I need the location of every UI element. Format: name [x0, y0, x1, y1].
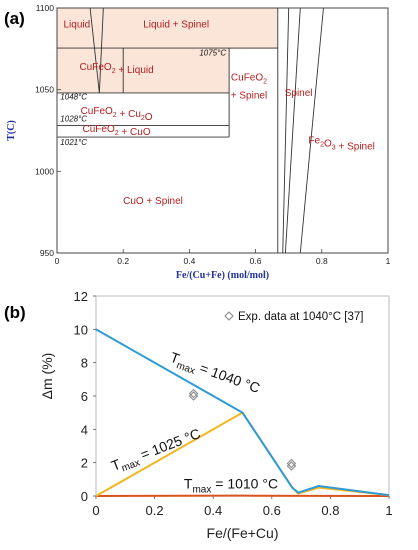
region-label-0: Liquid [64, 20, 91, 31]
legend-marker [224, 311, 234, 321]
phase-boundary-10 [282, 7, 290, 254]
region-label-1: Liquid + Spinel [143, 20, 209, 31]
y-tick-label: 1050 [35, 85, 54, 95]
y-tick-label: 8 [81, 356, 88, 371]
panel-label-a: (a) [4, 9, 25, 28]
cufeo2-liquid-shade [123, 48, 230, 93]
x-axis-title: Fe/(Cu+Fe) (mol/mol) [176, 270, 269, 281]
y-tick-label: 950 [40, 248, 54, 258]
y-tick-label: 4 [81, 422, 88, 437]
series-lines [95, 328, 390, 497]
plot-area-frame [56, 7, 389, 254]
curve-label-1: Tmax = 1025 °C [109, 425, 204, 477]
axis-ticks: 0 0.2 0.4 0.6 0.8 1 950 1000 1050 1100 [35, 3, 391, 266]
region-label-5: CuFeO2 [231, 72, 267, 85]
legend-label: Exp. data at 1040°C [37] [238, 311, 363, 323]
region-label-3: CuFeO2 + Cu2O [81, 106, 153, 123]
curve-label-0: Tmax = 1040 °C [167, 349, 262, 400]
y-tick-label: 2 [81, 456, 88, 471]
phase-boundary-11 [299, 7, 324, 254]
y-tick-label: 10 [74, 322, 88, 337]
y-tick-label: 12 [74, 289, 88, 304]
temperature-label-0: 1075°C [199, 48, 226, 57]
x-tick-label: 0.6 [250, 256, 262, 266]
x-tick-label: 0.2 [146, 503, 164, 518]
y-tick-label: 1000 [35, 166, 54, 176]
x-tick-label: 0.4 [204, 503, 222, 518]
phase-boundary-9 [284, 7, 301, 254]
panel-label-b: (b) [4, 303, 26, 322]
experimental-points [188, 388, 297, 471]
y-axis-title: Δm (%) [39, 353, 55, 400]
y-tick-label: 1100 [36, 3, 55, 13]
phase-region-labels: Liquid Liquid + Spinel CuFeO2 + Liquid CuFe… [64, 20, 375, 207]
boundary-temperature-labels: 1075°C 1048°C 1028°C 1021°C [60, 48, 226, 147]
region-label-6: Spinel [285, 88, 313, 99]
temperature-label-1: 1048°C [60, 92, 87, 101]
x-tick-label: 0 [55, 256, 60, 266]
x-tick-label: 1 [386, 256, 391, 266]
y-axis-title: T(C) [6, 120, 17, 141]
y-tick-label: 6 [81, 389, 88, 404]
y-tick-label: 0 [81, 489, 88, 504]
x-tick-label: 0.6 [263, 503, 281, 518]
x-tick-label: 0.8 [316, 256, 328, 266]
region-label-7: Fe2O3 + Spinel [308, 136, 374, 153]
region-label-2: CuFeO2 + Liquid [79, 62, 153, 76]
exp-data-point [286, 458, 297, 469]
phase-diagram-panel: (a) 0 0.2 0.4 0.6 0.8 1 950 1000 1050 1100 Liquid… [4, 3, 391, 281]
x-tick-label: 0.2 [117, 256, 129, 266]
exp-data-point [286, 461, 297, 471]
x-tick-label: 0.8 [321, 503, 339, 518]
exp-data-point [188, 391, 199, 401]
liquid-field-shade [57, 8, 278, 93]
temperature-label-2: 1028°C [60, 115, 87, 124]
phase-boundaries [57, 7, 324, 254]
region-label-5-line2: + Spinel [231, 90, 267, 101]
x-tick-label: 0.4 [183, 256, 195, 266]
series-line-0 [95, 328, 390, 497]
region-label-8: CuO + Spinel [123, 196, 183, 207]
x-tick-label: 1 [385, 503, 392, 518]
exp-data-point [188, 388, 199, 399]
curve-label-2: Tmax = 1010 °C [184, 476, 278, 496]
region-label-4: CuFeO2 + CuO [83, 124, 151, 138]
liquid-shaded-regions [57, 8, 278, 93]
x-axis-title: Fe/(Fe+Cu) [207, 525, 279, 541]
legend: Exp. data at 1040°C [37] [224, 311, 363, 323]
temperature-label-3: 1021°C [60, 138, 87, 147]
x-tick-label: 0 [92, 503, 99, 518]
